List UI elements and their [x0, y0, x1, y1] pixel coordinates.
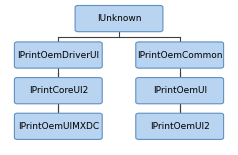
Text: IPrintOemUIMXDC: IPrintOemUIMXDC [18, 122, 99, 131]
FancyBboxPatch shape [15, 78, 102, 104]
Text: IPrintOemDriverUI: IPrintOemDriverUI [17, 51, 99, 60]
Text: IUnknown: IUnknown [97, 14, 141, 23]
FancyBboxPatch shape [136, 42, 224, 68]
Text: IPrintOemUI: IPrintOemUI [153, 86, 207, 95]
Text: IPrintCoreUI2: IPrintCoreUI2 [29, 86, 88, 95]
FancyBboxPatch shape [136, 78, 224, 104]
Text: IPrintOemUI2: IPrintOemUI2 [150, 122, 210, 131]
FancyBboxPatch shape [75, 6, 163, 32]
Text: IPrintOemCommon: IPrintOemCommon [137, 51, 223, 60]
FancyBboxPatch shape [136, 113, 224, 140]
FancyBboxPatch shape [15, 113, 102, 140]
FancyBboxPatch shape [15, 42, 102, 68]
